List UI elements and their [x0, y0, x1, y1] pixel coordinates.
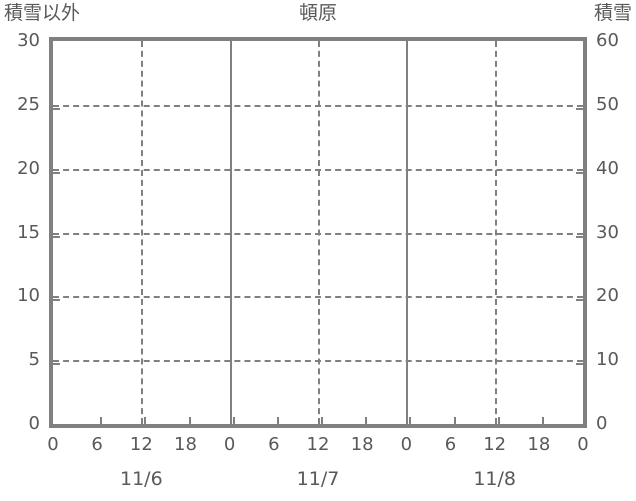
x-tick-label: 0: [577, 434, 589, 455]
x-date-label: 11/6: [119, 468, 163, 490]
tick-mark-bottom: [497, 417, 500, 424]
y-tick-label-left: 0: [28, 413, 40, 434]
chart-title: 頓原: [298, 2, 337, 24]
tick-mark-bottom: [144, 417, 147, 424]
y-tick-label-left: 25: [17, 93, 40, 115]
tick-mark-bottom: [100, 417, 103, 424]
x-tick-label: 0: [223, 434, 236, 455]
gridline-vertical-minor: [141, 41, 144, 424]
tick-mark-left: [53, 235, 60, 238]
tick-mark-bottom: [232, 417, 235, 424]
tick-mark-right: [576, 171, 583, 174]
gridline-vertical-minor: [318, 41, 320, 424]
tick-mark-bottom: [409, 417, 412, 424]
x-tick-label: 12: [306, 434, 330, 455]
x-tick-label: 18: [350, 434, 374, 455]
x-date-label: 11/8: [473, 468, 516, 490]
y-tick-label-right: 20: [596, 285, 619, 307]
tick-mark-left: [53, 107, 60, 110]
x-tick-label: 0: [400, 434, 413, 455]
tick-mark-bottom: [453, 417, 456, 424]
y-tick-label-left: 15: [17, 221, 40, 243]
tick-mark-left: [53, 363, 60, 366]
right-axis-title: 積雪: [593, 2, 632, 24]
x-tick-label: 6: [91, 434, 103, 455]
x-tick-label: 6: [444, 434, 457, 455]
tick-mark-right: [576, 107, 583, 110]
plot-gridlines: [53, 41, 583, 424]
left-axis-title: 積雪以外: [4, 2, 81, 24]
gridline-vertical-minor: [494, 41, 497, 424]
plot-area: [49, 37, 587, 428]
x-date-label: 11/7: [296, 468, 340, 490]
tick-mark-right: [576, 235, 583, 238]
y-tick-label-right: 10: [596, 349, 619, 371]
tick-mark-bottom: [365, 417, 368, 424]
tick-mark-bottom: [541, 417, 544, 424]
y-tick-label-left: 5: [28, 349, 40, 371]
y-tick-label-left: 10: [17, 285, 40, 307]
tick-mark-bottom: [188, 417, 191, 424]
y-tick-label-left: 20: [17, 157, 40, 179]
y-tick-label-right: 0: [596, 413, 608, 434]
tick-mark-right: [576, 363, 583, 366]
y-tick-label-right: 40: [596, 157, 619, 179]
x-tick-label: 12: [129, 434, 153, 455]
tick-mark-right: [576, 299, 583, 302]
gridline-day-boundary: [229, 41, 232, 424]
y-tick-label-right: 50: [596, 93, 619, 115]
x-tick-label: 18: [174, 434, 197, 455]
x-tick-label: 0: [47, 434, 59, 455]
y-tick-label-right: 60: [596, 30, 619, 51]
tick-mark-bottom: [276, 417, 279, 424]
tick-mark-left: [53, 171, 60, 174]
tick-mark-bottom: [321, 417, 323, 424]
tick-mark-left: [53, 299, 60, 302]
gridline-day-boundary: [406, 41, 409, 424]
x-tick-label: 6: [268, 434, 280, 455]
y-tick-label-left: 30: [17, 30, 40, 51]
y-tick-label-right: 30: [596, 221, 619, 243]
x-tick-label: 18: [527, 434, 551, 455]
x-tick-label: 12: [483, 434, 507, 455]
